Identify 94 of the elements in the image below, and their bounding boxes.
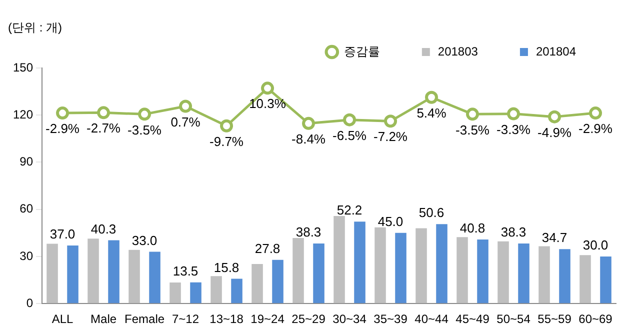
bar <box>456 237 468 304</box>
x-tick-label: 19~24 <box>250 312 285 326</box>
point <box>138 108 152 121</box>
data-label: 13.5 <box>172 263 198 278</box>
x-tick-label: 25~29 <box>292 312 326 326</box>
x-tick-label: 30~34 <box>332 312 367 326</box>
bar <box>334 216 345 304</box>
data-label: -7.2% <box>374 129 408 144</box>
data-label: 37.0 <box>50 226 76 242</box>
bar <box>374 227 386 304</box>
point <box>302 116 316 130</box>
data-label: -3.3% <box>496 122 531 137</box>
bar <box>395 232 406 304</box>
point <box>466 108 480 121</box>
data-label: -6.5% <box>332 128 367 143</box>
x-tick-label: Female <box>124 312 165 326</box>
bar <box>231 278 242 304</box>
point <box>179 100 192 113</box>
bar <box>477 240 488 304</box>
bar <box>559 249 570 304</box>
data-label: -9.7% <box>210 134 244 149</box>
legend-label: 201804 <box>536 44 576 58</box>
data-label: 33.0 <box>132 232 158 248</box>
data-label: 52.2 <box>336 202 362 218</box>
data-label: 40.3 <box>90 221 116 236</box>
y-axis-title: (단위 : 개) <box>8 20 62 34</box>
data-label: -4.9% <box>538 124 572 140</box>
point <box>425 90 438 104</box>
bar <box>436 224 448 304</box>
data-label: 34.7 <box>542 230 568 246</box>
bar <box>600 256 612 304</box>
bar <box>580 255 591 304</box>
bar <box>354 222 366 304</box>
data-label: -2.9% <box>46 121 80 136</box>
point <box>507 107 520 120</box>
y-tick-label: 30 <box>20 248 34 263</box>
bar <box>128 250 140 304</box>
bar <box>190 282 202 304</box>
x-tick-label: 7~12 <box>172 312 200 326</box>
point <box>589 106 602 120</box>
bar <box>498 241 509 304</box>
data-label: 15.8 <box>214 260 240 275</box>
x-tick-label: 60~69 <box>578 312 613 326</box>
bar <box>108 240 120 304</box>
bar <box>538 246 550 304</box>
data-label: 27.8 <box>254 241 280 256</box>
legend-label: 증감률 <box>344 44 380 58</box>
point <box>97 106 110 120</box>
data-label: -2.9% <box>578 121 613 136</box>
x-tick-label: 13~18 <box>210 312 244 326</box>
x-tick-label: ALL <box>52 312 74 326</box>
point <box>220 119 234 132</box>
data-label: 0.7% <box>170 114 201 130</box>
data-label: 5.4% <box>416 105 447 120</box>
y-tick-label: 150 <box>12 60 34 74</box>
data-label: -3.5% <box>128 122 162 138</box>
bar <box>88 238 99 304</box>
data-label: 45.0 <box>378 214 404 229</box>
bar <box>252 264 263 304</box>
legend-label: 201803 <box>438 44 478 58</box>
point <box>384 114 398 128</box>
x-tick-label: 50~54 <box>496 312 531 326</box>
bar <box>149 252 160 304</box>
data-label: 40.8 <box>460 220 486 236</box>
data-label: 50.6 <box>418 205 444 220</box>
x-tick-label: Male <box>90 312 117 326</box>
y-tick-label: 120 <box>12 107 34 122</box>
data-label: 38.3 <box>296 224 322 240</box>
point <box>548 110 562 124</box>
x-tick-label: 45~49 <box>456 312 490 326</box>
y-tick-label: 0 <box>26 296 34 310</box>
data-label: -2.7% <box>86 120 121 136</box>
data-label: -8.4% <box>292 131 326 146</box>
x-tick-label: 35~39 <box>374 312 408 326</box>
bar <box>292 238 304 304</box>
x-tick-label: 40~44 <box>414 312 449 326</box>
data-label: 38.3 <box>500 224 526 240</box>
y-tick-label: 60 <box>20 202 34 216</box>
y-tick-label: 90 <box>20 154 34 169</box>
bar <box>272 260 284 304</box>
bar <box>416 228 427 304</box>
x-tick-label: 55~59 <box>538 312 572 326</box>
point <box>261 82 274 95</box>
bar <box>313 243 324 304</box>
bar <box>46 244 58 304</box>
bar <box>67 245 78 304</box>
data-label: -3.5% <box>456 122 490 138</box>
point <box>56 106 70 120</box>
bar <box>170 282 181 304</box>
bar <box>518 243 530 304</box>
point <box>343 113 356 126</box>
data-label: 30.0 <box>582 238 608 253</box>
bar <box>210 276 222 304</box>
data-label: 10.3% <box>249 96 286 112</box>
